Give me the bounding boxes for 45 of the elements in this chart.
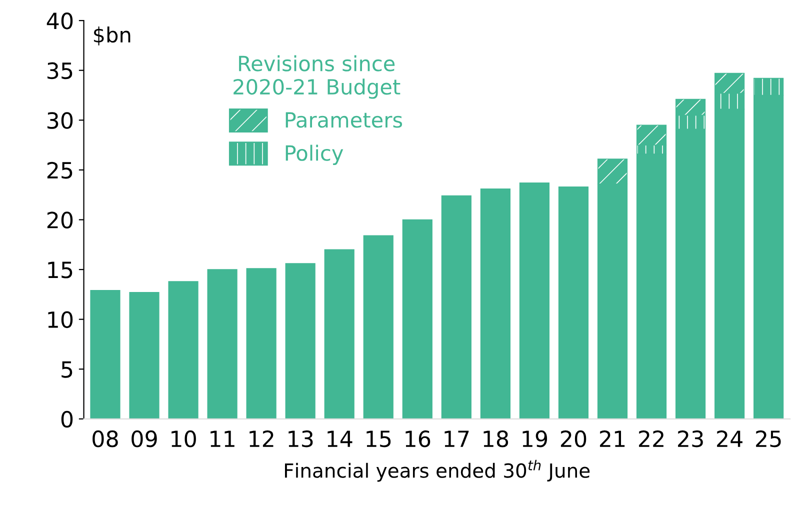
y-axis-title: $bn <box>94 26 130 46</box>
y-tick-label: 40 <box>46 12 73 30</box>
x-tick-label: 23 <box>678 430 703 448</box>
bar <box>441 195 472 419</box>
y-tick-label: 10 <box>48 311 73 328</box>
y-tick-label: 15 <box>48 262 72 278</box>
legend-label: Policy <box>286 144 344 165</box>
bar <box>207 269 238 419</box>
bar <box>129 292 160 419</box>
x-tick-label: 18 <box>484 430 508 448</box>
x-tick-label: 15 <box>366 430 391 448</box>
x-tick-label: 25 <box>756 430 781 448</box>
x-tick-label: 24 <box>717 430 742 447</box>
bar <box>90 290 120 419</box>
bar <box>558 186 589 419</box>
y-tick-label: 30 <box>47 112 73 129</box>
x-tick-label: 17 <box>444 430 469 447</box>
x-tick-label: 19 <box>522 430 548 448</box>
x-tick-label: 09 <box>132 430 157 448</box>
x-tick-label: 22 <box>638 430 664 447</box>
bar <box>402 219 432 419</box>
y-tick-label: 0 <box>61 410 73 428</box>
x-axis-title: Financial years ended 30$^{th}$ June <box>285 460 590 482</box>
legend-title: Revisions since 2020-21 Budget <box>234 55 400 99</box>
y-tick-label: 20 <box>47 212 73 228</box>
x-tick-label: 08 <box>92 430 118 448</box>
legend-label: Parameters <box>286 112 402 128</box>
x-tick-label: 11 <box>210 430 234 447</box>
x-tick-label: 21 <box>600 430 625 447</box>
bar <box>324 249 354 419</box>
bar <box>168 281 198 419</box>
bar <box>246 268 276 419</box>
bar <box>519 182 550 419</box>
y-tick-label: 25 <box>47 162 72 179</box>
x-tick-label: 10 <box>172 430 196 448</box>
bar <box>363 235 394 419</box>
x-tick-label: 13 <box>288 430 313 448</box>
y-tick-label: 35 <box>47 62 72 80</box>
x-tick-label: 12 <box>250 430 274 447</box>
x-tick-label: 16 <box>406 430 430 448</box>
x-tick-label: 14 <box>328 430 352 447</box>
y-tick-label: 5 <box>62 361 72 378</box>
bar <box>480 188 510 419</box>
bar <box>285 263 316 419</box>
x-tick-label: 20 <box>560 430 586 448</box>
